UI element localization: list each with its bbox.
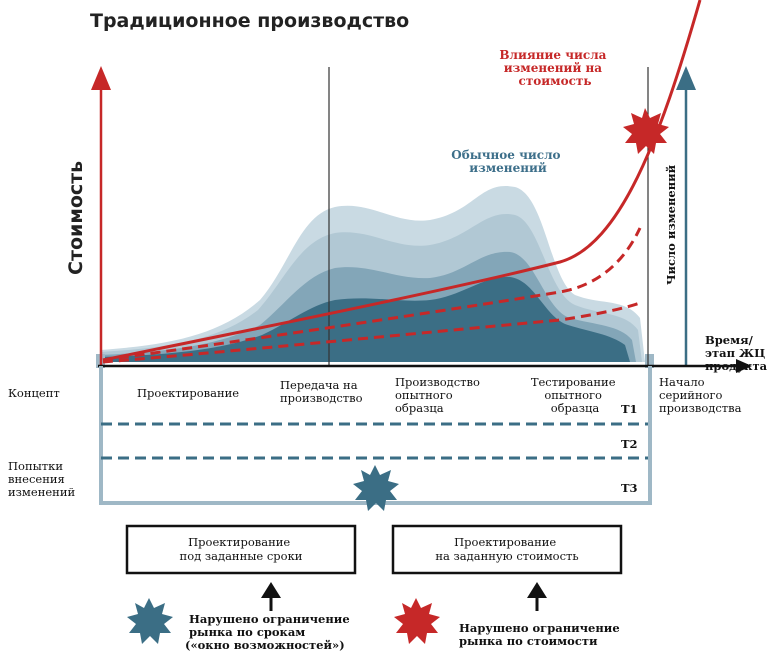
svg-text:Проектирование под задан: Проектирование под заданные сроки: [180, 535, 303, 563]
arrow-right-icon: [736, 359, 752, 373]
changes-area-layer-4: [100, 276, 630, 362]
box-design-to-cost: Проектирование на заданную стоимость: [391, 524, 623, 575]
band-t1-label: T1: [621, 402, 638, 416]
svg-text:Проектирование на заданн: Проектирование на заданную стоимость: [435, 535, 578, 563]
legend-deadline-text: Нарушено ограничение рынка по срокам («о…: [185, 612, 354, 651]
normal-changes-label: Обычное число изменений: [451, 148, 565, 175]
phase-serial-label: Начало серийного производства: [659, 375, 742, 415]
phase-transfer-label: Передача на производство: [280, 378, 363, 405]
phase-testing-label: Тестирование опытного образца: [531, 375, 619, 415]
arrow-up-icon: [676, 66, 696, 90]
concept-label: Концепт: [8, 386, 60, 400]
y-axis-cost-label: Стоимость: [65, 161, 87, 275]
legend-blue-burst-icon: [127, 598, 173, 644]
phase-design-label: Проектирование: [137, 386, 239, 400]
y-axis-changes: [676, 66, 696, 366]
cost-curve-dashed-2: [102, 301, 641, 364]
box-design-to-deadline: Проектирование под заданные сроки: [125, 524, 357, 575]
arrow-up-icon: [91, 66, 111, 90]
arrow-up-icon: [527, 582, 547, 611]
frame-post-right: [645, 354, 654, 368]
phase-prototype-label: Производство опытного образца: [395, 375, 484, 415]
cost-curve-dashed-1: [102, 227, 642, 362]
x-axis-time: [98, 359, 752, 373]
deadline-violation-burst-icon: [353, 465, 399, 511]
arrow-up-icon: [261, 582, 281, 611]
x-axis-label: Время/ этап ЖЦ продукта: [705, 333, 768, 373]
band-t3-label: T3: [621, 481, 638, 495]
cost-impact-label: Влияние числа изменений на стоимость: [499, 48, 610, 88]
page-title: Традиционное производство: [90, 10, 409, 32]
legend-red-burst-icon: [394, 598, 440, 644]
changes-area-chart: [100, 186, 645, 362]
legend-cost-text: Нарушено ограничение рынка по стоимости: [459, 621, 624, 648]
y-axis-changes-label: Число изменений: [664, 164, 678, 285]
cost-violation-burst-icon: [623, 108, 669, 154]
y-axis-cost: [91, 66, 111, 366]
band-t2-label: T2: [621, 437, 638, 451]
change-attempts-label: Попытки внесения изменений: [8, 459, 75, 499]
